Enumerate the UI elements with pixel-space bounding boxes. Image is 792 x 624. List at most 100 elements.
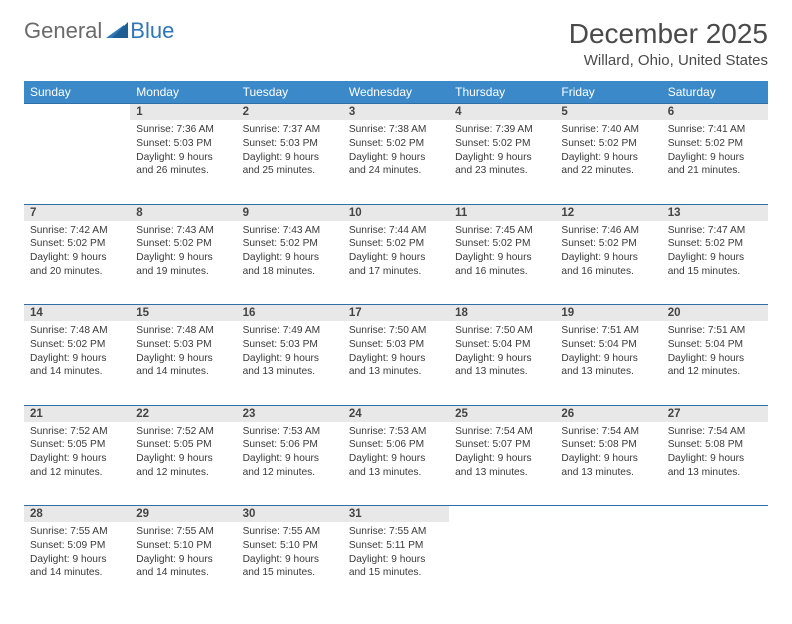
daylight-text: Daylight: 9 hours and 18 minutes.: [243, 251, 337, 279]
day-number-cell: 12: [555, 204, 661, 221]
day-content-cell: Sunrise: 7:41 AMSunset: 5:02 PMDaylight:…: [662, 120, 768, 204]
day-content-cell: Sunrise: 7:55 AMSunset: 5:11 PMDaylight:…: [343, 522, 449, 606]
sunrise-text: Sunrise: 7:39 AM: [455, 123, 549, 137]
day-number-cell: 10: [343, 204, 449, 221]
daylight-text: Daylight: 9 hours and 14 minutes.: [136, 553, 230, 581]
day-content-cell: Sunrise: 7:36 AMSunset: 5:03 PMDaylight:…: [130, 120, 236, 204]
sunrise-text: Sunrise: 7:55 AM: [243, 525, 337, 539]
sunset-text: Sunset: 5:10 PM: [243, 539, 337, 553]
day-number-cell: 7: [24, 204, 130, 221]
day-content-cell: Sunrise: 7:48 AMSunset: 5:02 PMDaylight:…: [24, 321, 130, 405]
sunrise-text: Sunrise: 7:55 AM: [136, 525, 230, 539]
day-number-cell: 21: [24, 405, 130, 422]
day-number-cell: 13: [662, 204, 768, 221]
day-number-cell: 15: [130, 305, 236, 322]
day-content-cell: Sunrise: 7:52 AMSunset: 5:05 PMDaylight:…: [24, 422, 130, 506]
day-number-cell: 8: [130, 204, 236, 221]
day-content-cell: Sunrise: 7:55 AMSunset: 5:09 PMDaylight:…: [24, 522, 130, 606]
logo: General Blue: [24, 18, 174, 44]
sunrise-text: Sunrise: 7:54 AM: [668, 425, 762, 439]
sunrise-text: Sunrise: 7:55 AM: [30, 525, 124, 539]
day-number-cell: 17: [343, 305, 449, 322]
sunset-text: Sunset: 5:02 PM: [455, 137, 549, 151]
day-number-cell: [449, 506, 555, 523]
day-content-cell: Sunrise: 7:42 AMSunset: 5:02 PMDaylight:…: [24, 221, 130, 305]
sunset-text: Sunset: 5:10 PM: [136, 539, 230, 553]
location: Willard, Ohio, United States: [569, 52, 768, 69]
daylight-text: Daylight: 9 hours and 24 minutes.: [349, 151, 443, 179]
day-content-row: Sunrise: 7:48 AMSunset: 5:02 PMDaylight:…: [24, 321, 768, 405]
daylight-text: Daylight: 9 hours and 22 minutes.: [561, 151, 655, 179]
day-content-cell: Sunrise: 7:53 AMSunset: 5:06 PMDaylight:…: [237, 422, 343, 506]
daylight-text: Daylight: 9 hours and 23 minutes.: [455, 151, 549, 179]
daylight-text: Daylight: 9 hours and 13 minutes.: [561, 352, 655, 380]
sunset-text: Sunset: 5:11 PM: [349, 539, 443, 553]
weekday-header: Thursday: [449, 81, 555, 104]
daylight-text: Daylight: 9 hours and 21 minutes.: [668, 151, 762, 179]
sunrise-text: Sunrise: 7:51 AM: [561, 324, 655, 338]
logo-text-1: General: [24, 18, 102, 44]
sunset-text: Sunset: 5:02 PM: [30, 338, 124, 352]
day-number-cell: 22: [130, 405, 236, 422]
day-number-cell: [662, 506, 768, 523]
daylight-text: Daylight: 9 hours and 17 minutes.: [349, 251, 443, 279]
day-content-cell: Sunrise: 7:44 AMSunset: 5:02 PMDaylight:…: [343, 221, 449, 305]
sunset-text: Sunset: 5:02 PM: [455, 237, 549, 251]
daylight-text: Daylight: 9 hours and 19 minutes.: [136, 251, 230, 279]
sunset-text: Sunset: 5:05 PM: [136, 438, 230, 452]
day-number-cell: 27: [662, 405, 768, 422]
sunrise-text: Sunrise: 7:54 AM: [561, 425, 655, 439]
sunrise-text: Sunrise: 7:53 AM: [243, 425, 337, 439]
daylight-text: Daylight: 9 hours and 13 minutes.: [668, 452, 762, 480]
daylight-text: Daylight: 9 hours and 16 minutes.: [455, 251, 549, 279]
sunrise-text: Sunrise: 7:46 AM: [561, 224, 655, 238]
sunset-text: Sunset: 5:03 PM: [349, 338, 443, 352]
day-content-cell: [449, 522, 555, 606]
sunset-text: Sunset: 5:04 PM: [455, 338, 549, 352]
sunrise-text: Sunrise: 7:51 AM: [668, 324, 762, 338]
day-number-cell: 30: [237, 506, 343, 523]
day-content-row: Sunrise: 7:55 AMSunset: 5:09 PMDaylight:…: [24, 522, 768, 606]
sunrise-text: Sunrise: 7:48 AM: [136, 324, 230, 338]
sunset-text: Sunset: 5:02 PM: [30, 237, 124, 251]
day-number-cell: 2: [237, 104, 343, 121]
sunset-text: Sunset: 5:04 PM: [561, 338, 655, 352]
day-number-row: 28293031: [24, 506, 768, 523]
sunset-text: Sunset: 5:02 PM: [668, 137, 762, 151]
sunrise-text: Sunrise: 7:50 AM: [455, 324, 549, 338]
sunrise-text: Sunrise: 7:41 AM: [668, 123, 762, 137]
day-number-cell: 25: [449, 405, 555, 422]
day-number-cell: 23: [237, 405, 343, 422]
day-number-cell: 19: [555, 305, 661, 322]
day-number-cell: 28: [24, 506, 130, 523]
day-number-row: 21222324252627: [24, 405, 768, 422]
day-number-cell: 18: [449, 305, 555, 322]
daylight-text: Daylight: 9 hours and 13 minutes.: [455, 452, 549, 480]
daylight-text: Daylight: 9 hours and 14 minutes.: [136, 352, 230, 380]
day-number-cell: [555, 506, 661, 523]
sunset-text: Sunset: 5:02 PM: [561, 137, 655, 151]
sunrise-text: Sunrise: 7:45 AM: [455, 224, 549, 238]
sunset-text: Sunset: 5:08 PM: [561, 438, 655, 452]
daylight-text: Daylight: 9 hours and 13 minutes.: [349, 352, 443, 380]
sunset-text: Sunset: 5:09 PM: [30, 539, 124, 553]
daylight-text: Daylight: 9 hours and 13 minutes.: [243, 352, 337, 380]
weekday-header: Sunday: [24, 81, 130, 104]
daylight-text: Daylight: 9 hours and 16 minutes.: [561, 251, 655, 279]
daylight-text: Daylight: 9 hours and 15 minutes.: [349, 553, 443, 581]
day-content-cell: Sunrise: 7:48 AMSunset: 5:03 PMDaylight:…: [130, 321, 236, 405]
daylight-text: Daylight: 9 hours and 12 minutes.: [30, 452, 124, 480]
sunset-text: Sunset: 5:03 PM: [243, 338, 337, 352]
sunrise-text: Sunrise: 7:47 AM: [668, 224, 762, 238]
daylight-text: Daylight: 9 hours and 14 minutes.: [30, 352, 124, 380]
day-content-cell: Sunrise: 7:45 AMSunset: 5:02 PMDaylight:…: [449, 221, 555, 305]
sunset-text: Sunset: 5:02 PM: [243, 237, 337, 251]
day-number-cell: 4: [449, 104, 555, 121]
day-number-cell: 6: [662, 104, 768, 121]
sunrise-text: Sunrise: 7:50 AM: [349, 324, 443, 338]
day-number-cell: 31: [343, 506, 449, 523]
sunrise-text: Sunrise: 7:54 AM: [455, 425, 549, 439]
sunrise-text: Sunrise: 7:37 AM: [243, 123, 337, 137]
day-content-cell: Sunrise: 7:47 AMSunset: 5:02 PMDaylight:…: [662, 221, 768, 305]
day-content-cell: Sunrise: 7:54 AMSunset: 5:08 PMDaylight:…: [662, 422, 768, 506]
